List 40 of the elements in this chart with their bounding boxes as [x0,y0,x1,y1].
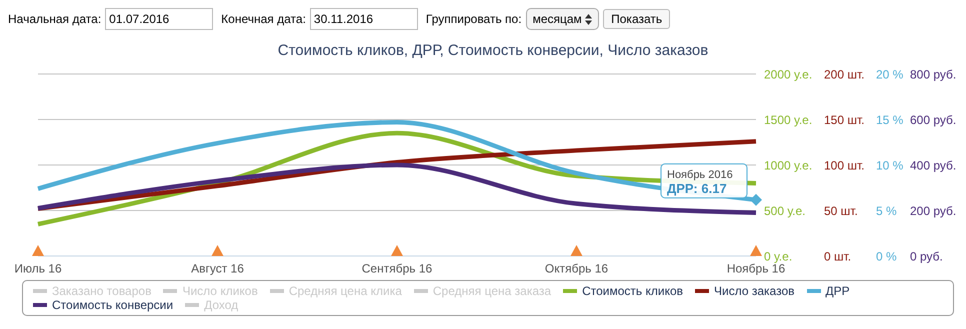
button: Показать [603,9,670,29]
x-tick-label: Ноябрь 16 [726,262,786,276]
y-tick-label: 500 у.е. [764,204,806,218]
y-tick-label: 10 % [876,158,904,172]
y-tick-label: 2000 у.е. [764,67,812,82]
date-field: 01.07.2016 [105,8,214,30]
legend-label: Стоимость конверсии [52,298,174,312]
dropdown: месяцам [526,8,600,30]
y2-tick-label: 150 шт. [824,112,864,127]
y2-tick-label: 600 руб. [910,112,956,127]
x-tick-label: Август 16 [191,262,244,276]
x-tick-label: Октябрь 16 [544,262,608,276]
y2-tick-label: 100 шт. [824,158,864,172]
legend-label: ДРР [826,284,850,298]
annotation: Ноябрь 2016 [667,168,733,181]
y2-tick-label: 50 шт. [824,204,858,218]
y-tick-label: 0 % [876,249,898,264]
y2-tick-label: 400 руб. [910,158,956,172]
line-series [36,162,758,216]
chart-title: Стоимость кликов, ДРР, Стоимость конверсии, Число заказов [276,42,710,61]
annotation: ДРР: 6.17 [667,180,727,196]
x-tick-label: Июль 16 [14,262,62,276]
y2-tick-label: 800 руб. [910,67,956,82]
y-tick-label: 5 % [876,204,898,218]
text: Группировать по: [426,12,522,26]
text: Начальная дата: [8,12,102,26]
legend-label: Число заказов [714,284,794,298]
x-tick-label: Сентябрь 16 [362,262,433,276]
y2-tick-label: 200 шт. [824,67,864,82]
y-tick-label: 0 у.е. [764,249,792,264]
y-tick-label: 20 % [876,67,904,82]
date-field: 30.11.2016 [310,8,418,30]
legend-label: Стоимость кликов [582,284,683,298]
y-tick-label: 15 % [876,112,904,127]
y-tick-label: 1500 у.е. [764,112,812,127]
y2-tick-label: 0 руб. [910,249,943,264]
y2-tick-label: 0 шт. [824,249,852,264]
text: Конечная дата: [221,12,306,26]
y-tick-label: 1000 у.е. [764,158,812,172]
y2-tick-label: 200 руб. [910,204,956,218]
